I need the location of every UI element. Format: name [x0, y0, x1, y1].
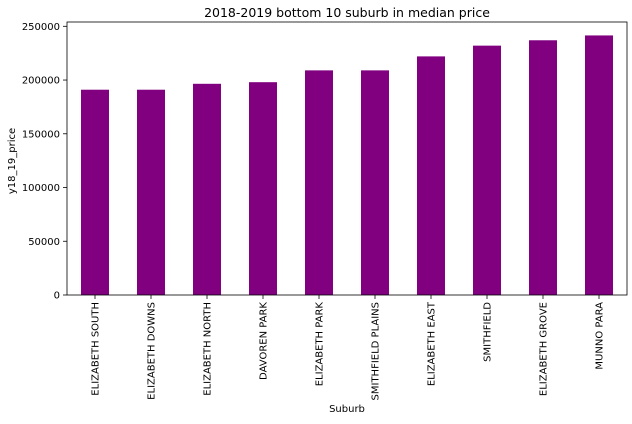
- x-tick-label: SMITHFIELD: [483, 302, 494, 362]
- bar-smithfield-plains: [361, 70, 389, 295]
- plot-area-frame: [66, 21, 628, 296]
- chart-title: 2018-2019 bottom 10 suburb in median pri…: [204, 5, 490, 20]
- y-axis-label: y18_19_price: [7, 128, 18, 194]
- x-tick-label: ELIZABETH GROVE: [539, 302, 550, 396]
- bar-munno-para: [585, 35, 613, 296]
- y-tick-label: 200000: [22, 76, 60, 87]
- bar-elizabeth-grove: [529, 40, 557, 295]
- x-axis-label: Suburb: [329, 404, 365, 415]
- y-tick-label: 100000: [22, 183, 60, 194]
- x-tick-label: ELIZABETH EAST: [427, 301, 438, 386]
- y-tick-label: 0: [54, 291, 60, 302]
- x-tick-label: ELIZABETH NORTH: [203, 302, 214, 396]
- y-tick-label: 150000: [22, 129, 60, 140]
- bar-davoren-park: [249, 82, 277, 295]
- x-tick-label: SMITHFIELD PLAINS: [371, 302, 382, 400]
- bar-elizabeth-park: [305, 70, 333, 295]
- y-tick-label: 50000: [28, 237, 60, 248]
- bar-elizabeth-east: [417, 56, 445, 295]
- x-tick-label: MUNNO PARA: [595, 302, 606, 370]
- x-tick-label: ELIZABETH PARK: [315, 302, 326, 387]
- bar-elizabeth-downs: [137, 89, 165, 295]
- bar-smithfield: [473, 45, 501, 296]
- bar-elizabeth-south: [81, 89, 109, 295]
- y-tick-label: 250000: [22, 22, 60, 33]
- x-tick-label: ELIZABETH SOUTH: [91, 302, 102, 396]
- x-tick-label: DAVOREN PARK: [259, 302, 270, 380]
- bar-elizabeth-north: [193, 83, 221, 295]
- x-tick-label: ELIZABETH DOWNS: [147, 302, 158, 400]
